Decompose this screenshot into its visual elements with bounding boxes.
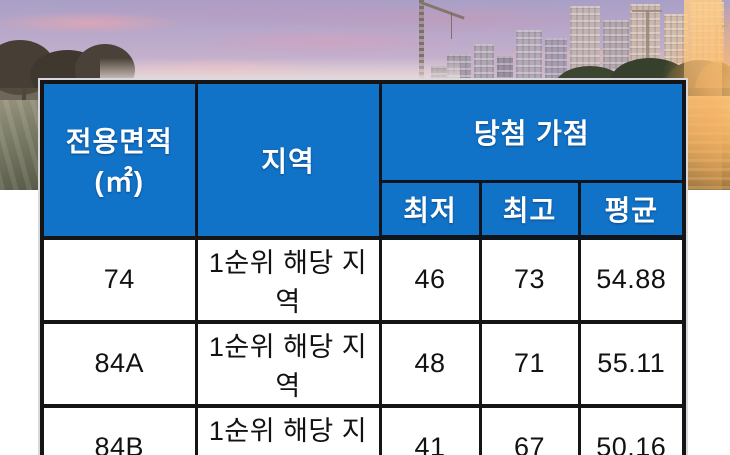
avg-score-cell: 54.88	[577, 235, 686, 324]
avg-score-cell: 55.11	[577, 319, 686, 408]
sunlight-shaft	[684, 0, 722, 190]
min-header-cell: 최저	[378, 180, 482, 240]
construction-crane-cable	[451, 13, 452, 39]
table-subheader-row: 최저 최고 평균	[42, 180, 686, 240]
area-header-cell: 전용면적(㎡)	[40, 80, 198, 239]
region-header-cell: 지역	[194, 80, 382, 239]
region-cell: 1순위 해당 지역	[194, 319, 382, 408]
avg-header-cell: 평균	[577, 180, 686, 240]
max-score-cell: 73	[478, 235, 581, 324]
table-row: 84A 1순위 해당 지역 48 71 55.11	[40, 319, 686, 408]
avg-score-cell: 50.16	[577, 403, 686, 455]
table-row: 84B 1순위 해당 지역 41 67 50.16	[40, 403, 686, 455]
area-cell: 84A	[40, 319, 198, 408]
winning-points-table: 전용면적(㎡) 지역 당첨 가점 최저 최고 평균 74 1순위 해당 지역 4…	[37, 78, 689, 455]
score-group-header-cell: 당첨 가점	[378, 80, 686, 183]
min-score-cell: 46	[378, 235, 482, 324]
max-score-cell: 67	[478, 403, 581, 455]
max-header-cell: 최고	[478, 180, 581, 240]
construction-crane-mast	[419, 0, 424, 78]
max-score-cell: 71	[478, 319, 581, 408]
area-cell: 84B	[40, 403, 198, 455]
table-header-row: 전용면적(㎡) 지역 당첨 가점	[40, 80, 686, 239]
min-score-cell: 48	[378, 319, 482, 408]
area-cell: 74	[40, 235, 198, 324]
min-score-cell: 41	[378, 403, 482, 455]
region-cell: 1순위 해당 지역	[194, 403, 382, 455]
table-row: 74 1순위 해당 지역 46 73 54.88	[40, 235, 686, 324]
region-cell: 1순위 해당 지역	[194, 235, 382, 324]
